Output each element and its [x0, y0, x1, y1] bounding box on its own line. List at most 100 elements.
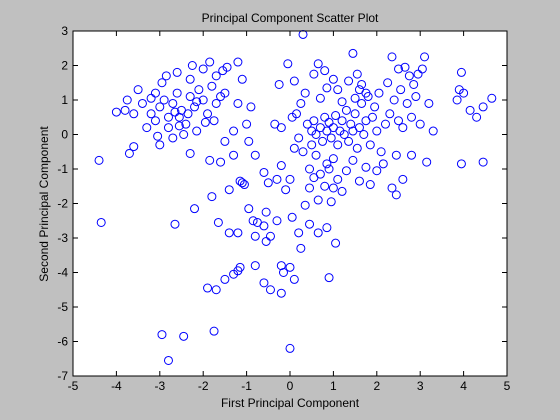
- plot-area: [73, 31, 507, 376]
- data-point: [244, 136, 254, 146]
- data-point: [354, 85, 364, 95]
- data-point: [170, 107, 180, 117]
- y-tick-label: -6: [57, 335, 68, 349]
- data-point: [394, 64, 403, 74]
- data-point: [96, 217, 106, 227]
- data-point: [183, 109, 193, 119]
- data-point: [250, 150, 260, 160]
- x-tick-label: -1: [241, 379, 252, 393]
- x-tick-label: 1: [330, 379, 337, 393]
- data-point: [465, 105, 475, 115]
- data-point: [246, 102, 256, 112]
- data-point: [248, 216, 258, 226]
- data-point: [285, 174, 295, 184]
- x-tick-label: -4: [111, 379, 122, 393]
- data-point: [428, 126, 438, 136]
- data-point: [385, 109, 395, 119]
- data-point: [326, 133, 336, 143]
- data-point: [120, 105, 130, 115]
- data-point: [198, 64, 208, 74]
- data-point: [348, 48, 358, 58]
- data-point: [163, 355, 173, 365]
- x-tick-label: 2: [373, 379, 380, 393]
- data-point: [155, 102, 165, 112]
- chart-title: Principal Component Scatter Plot: [202, 11, 379, 25]
- data-point: [305, 219, 315, 229]
- data-point: [415, 119, 425, 129]
- data-point: [220, 274, 230, 284]
- data-point: [378, 159, 388, 169]
- data-point: [111, 107, 121, 117]
- data-point: [190, 204, 200, 214]
- data-point: [322, 159, 332, 169]
- data-point: [163, 112, 173, 122]
- data-point: [261, 207, 271, 217]
- data-point: [315, 93, 325, 103]
- data-point: [216, 157, 226, 167]
- data-point: [376, 147, 386, 157]
- data-point: [133, 85, 143, 95]
- data-point: [407, 112, 417, 122]
- data-point: [337, 186, 347, 196]
- data-point: [205, 155, 215, 165]
- data-point: [179, 331, 189, 341]
- data-point: [224, 228, 234, 238]
- data-point: [337, 116, 347, 126]
- data-point: [318, 136, 328, 146]
- data-point: [207, 81, 217, 91]
- data-point: [192, 97, 202, 107]
- data-point: [174, 121, 184, 131]
- data-point: [298, 29, 308, 39]
- data-point: [296, 243, 306, 253]
- data-point: [313, 59, 323, 69]
- data-point: [354, 123, 364, 133]
- data-point: [322, 223, 332, 233]
- data-point: [322, 83, 332, 93]
- data-point: [229, 150, 239, 160]
- data-point: [374, 88, 384, 98]
- data-point: [359, 130, 369, 139]
- data-point: [281, 185, 291, 195]
- data-point: [285, 262, 295, 272]
- data-point: [276, 161, 286, 171]
- data-point: [233, 266, 243, 276]
- data-point: [300, 200, 310, 210]
- data-point: [190, 102, 200, 112]
- data-point: [354, 176, 364, 186]
- data-point: [391, 150, 401, 160]
- data-point: [285, 343, 295, 353]
- data-point: [350, 109, 360, 119]
- data-point: [289, 143, 299, 153]
- data-point: [407, 150, 417, 160]
- data-point: [341, 105, 351, 115]
- y-tick-label: -7: [57, 369, 68, 383]
- data-point: [179, 130, 189, 139]
- data-point: [233, 57, 243, 67]
- data-point: [157, 330, 167, 340]
- data-point: [155, 140, 165, 150]
- data-point: [478, 157, 488, 167]
- data-point: [129, 142, 139, 152]
- data-point: [261, 236, 271, 246]
- data-point: [311, 130, 321, 139]
- data-point: [137, 98, 147, 108]
- data-point: [224, 185, 234, 195]
- data-point: [250, 261, 260, 271]
- data-point: [404, 71, 414, 81]
- data-point: [168, 133, 178, 143]
- data-point: [289, 76, 299, 86]
- data-point: [276, 123, 286, 133]
- data-point: [259, 278, 269, 288]
- data-point: [315, 169, 325, 179]
- data-point: [185, 92, 195, 102]
- data-point: [305, 164, 315, 174]
- data-point: [200, 117, 210, 127]
- data-point: [311, 150, 321, 160]
- data-point: [411, 92, 421, 102]
- y-tick-label: -3: [57, 231, 68, 245]
- data-point: [124, 148, 134, 158]
- data-point: [398, 123, 408, 133]
- data-point: [383, 78, 393, 88]
- data-point: [213, 217, 223, 227]
- data-point: [218, 66, 228, 76]
